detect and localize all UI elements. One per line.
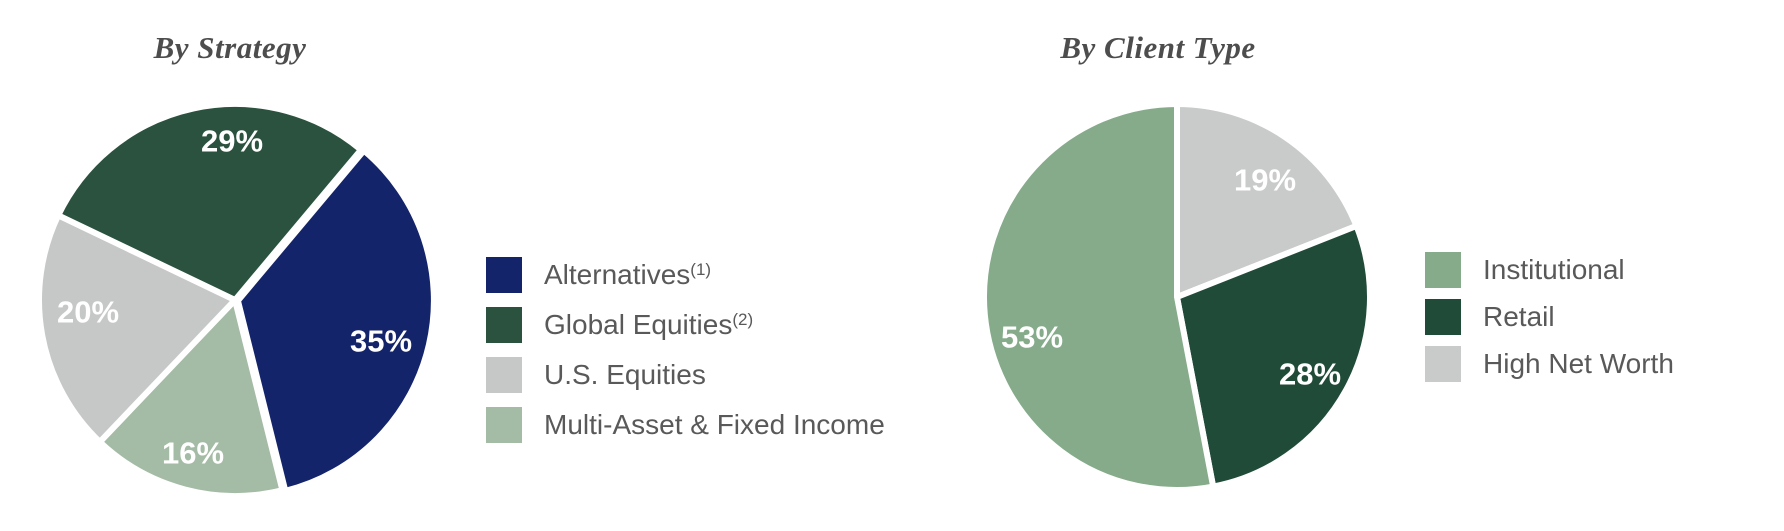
footnote-marker-2: (2) — [732, 310, 754, 329]
pie-percent-label-u-s-equities: 20% — [57, 295, 119, 330]
legend-swatch-retail — [1425, 299, 1461, 335]
legend-item-high-net-worth: High Net Worth — [1425, 346, 1674, 382]
legend-by-strategy: Alternatives(1) Global Equities(2) U.S. … — [486, 257, 885, 457]
chart-title-by-client-type: By Client Type — [1060, 30, 1256, 65]
legend-item-multi-asset-fixed-income: Multi-Asset & Fixed Income — [486, 407, 885, 443]
pie-slice-institutional — [981, 101, 1217, 493]
pie-percent-label-retail: 28% — [1279, 357, 1341, 392]
legend-item-alternatives: Alternatives(1) — [486, 257, 885, 293]
pie-percent-label-multi-asset-fixed-income: 16% — [162, 436, 224, 471]
legend-item-global-equities: Global Equities(2) — [486, 307, 885, 343]
pie-slice-multi-asset-fixed-income — [96, 297, 286, 499]
pie-percent-label-high-net-worth: 19% — [1234, 163, 1296, 198]
pie-slice-alternatives — [234, 147, 437, 494]
legend-by-client-type: Institutional Retail High Net Worth — [1425, 252, 1674, 393]
legend-label-text: Global Equities — [544, 309, 733, 340]
legend-item-retail: Retail — [1425, 299, 1674, 335]
legend-label-institutional: Institutional — [1483, 252, 1625, 288]
legend-label-text: High Net Worth — [1483, 348, 1674, 379]
pie-percent-label-alternatives: 35% — [350, 324, 412, 359]
legend-item-us-equities: U.S. Equities — [486, 357, 885, 393]
legend-label-text: U.S. Equities — [544, 359, 706, 390]
legend-label-retail: Retail — [1483, 299, 1555, 335]
legend-label-high-net-worth: High Net Worth — [1483, 346, 1674, 382]
legend-swatch-alternatives — [486, 257, 522, 293]
pie-slice-global-equities — [55, 101, 364, 303]
legend-swatch-institutional — [1425, 252, 1461, 288]
legend-swatch-high-net-worth — [1425, 346, 1461, 382]
legend-label-global-equities: Global Equities(2) — [544, 307, 753, 343]
footnote-marker-1: (1) — [690, 260, 712, 279]
chart-title-by-strategy: By Strategy — [153, 30, 307, 65]
legend-swatch-global-equities — [486, 307, 522, 343]
pie-slice-high-net-worth — [1174, 101, 1360, 300]
pie-slice-u-s-equities — [36, 212, 238, 445]
pie-percent-label-global-equities: 29% — [201, 124, 263, 159]
legend-item-institutional: Institutional — [1425, 252, 1674, 288]
legend-label-text: Institutional — [1483, 254, 1625, 285]
legend-label-multi-asset-fixed-income: Multi-Asset & Fixed Income — [544, 407, 885, 443]
legend-label-text: Retail — [1483, 301, 1555, 332]
pie-percent-label-institutional: 53% — [1001, 320, 1063, 355]
legend-swatch-multi-asset-fixed-income — [486, 407, 522, 443]
legend-label-alternatives: Alternatives(1) — [544, 257, 711, 293]
legend-swatch-us-equities — [486, 357, 522, 393]
legend-label-text: Multi-Asset & Fixed Income — [544, 409, 885, 440]
pie-slice-retail — [1174, 222, 1373, 490]
legend-label-us-equities: U.S. Equities — [544, 357, 706, 393]
legend-label-text: Alternatives — [544, 259, 691, 290]
